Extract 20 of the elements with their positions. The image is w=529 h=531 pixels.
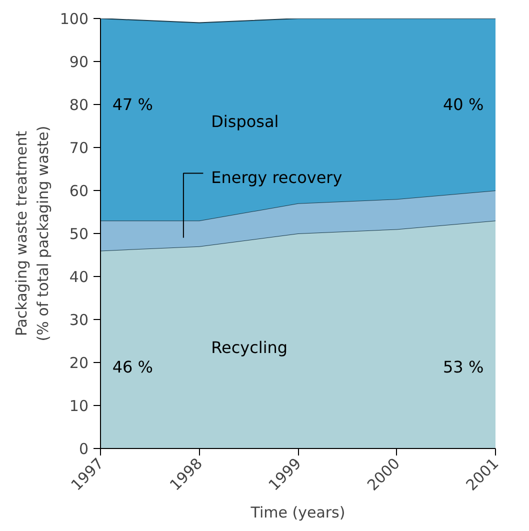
y-tick-label: 70 bbox=[69, 139, 89, 157]
y-tick-label: 100 bbox=[60, 10, 89, 28]
y-axis-title: Packaging waste treatment (% of total packaging waste) bbox=[12, 126, 52, 342]
annotation: 47 % bbox=[112, 95, 154, 114]
y-tick-label: 90 bbox=[69, 53, 89, 71]
annotation: 46 % bbox=[112, 357, 154, 376]
y-tick-label: 80 bbox=[69, 96, 89, 114]
series-label: Recycling bbox=[211, 338, 288, 357]
y-tick-label: 10 bbox=[69, 397, 89, 415]
x-axis-title: Time (years) bbox=[250, 503, 346, 522]
y-tick-label: 60 bbox=[69, 182, 89, 200]
y-tick-label: 40 bbox=[69, 268, 89, 286]
y-tick-label: 30 bbox=[69, 311, 89, 329]
annotation: 53 % bbox=[443, 357, 484, 376]
y-tick-label: 20 bbox=[69, 354, 89, 372]
annotation: 40 % bbox=[443, 95, 484, 114]
y-tick-label: 0 bbox=[78, 440, 89, 458]
series-label: Disposal bbox=[211, 112, 279, 132]
series-label: Energy recovery bbox=[211, 168, 342, 188]
y-tick-label: 50 bbox=[69, 225, 89, 243]
